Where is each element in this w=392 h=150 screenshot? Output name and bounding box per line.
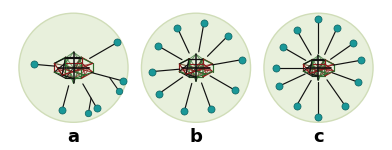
- Text: c: c: [313, 128, 324, 146]
- Point: [350, 42, 356, 45]
- Point: [174, 27, 180, 29]
- Point: [149, 70, 155, 73]
- Point: [225, 34, 231, 37]
- Point: [358, 59, 365, 61]
- Point: [208, 108, 214, 110]
- Text: a: a: [67, 128, 80, 146]
- Point: [356, 81, 362, 84]
- Point: [294, 104, 300, 107]
- Point: [154, 44, 161, 47]
- Point: [94, 107, 100, 110]
- Circle shape: [19, 13, 128, 122]
- Point: [59, 109, 65, 111]
- Point: [114, 41, 121, 44]
- Point: [315, 116, 321, 118]
- Point: [342, 105, 348, 107]
- Point: [201, 22, 207, 24]
- Text: b: b: [190, 128, 202, 146]
- Point: [294, 29, 300, 31]
- Point: [334, 27, 340, 29]
- Point: [315, 17, 321, 20]
- Point: [181, 110, 187, 113]
- Point: [276, 85, 282, 87]
- Point: [120, 80, 126, 82]
- Point: [232, 89, 238, 92]
- Point: [116, 90, 122, 92]
- Circle shape: [142, 13, 250, 122]
- Point: [238, 58, 245, 61]
- Point: [273, 67, 279, 69]
- Circle shape: [264, 13, 373, 122]
- Point: [85, 112, 92, 114]
- Point: [280, 46, 286, 48]
- Point: [31, 63, 37, 66]
- Point: [156, 93, 162, 95]
